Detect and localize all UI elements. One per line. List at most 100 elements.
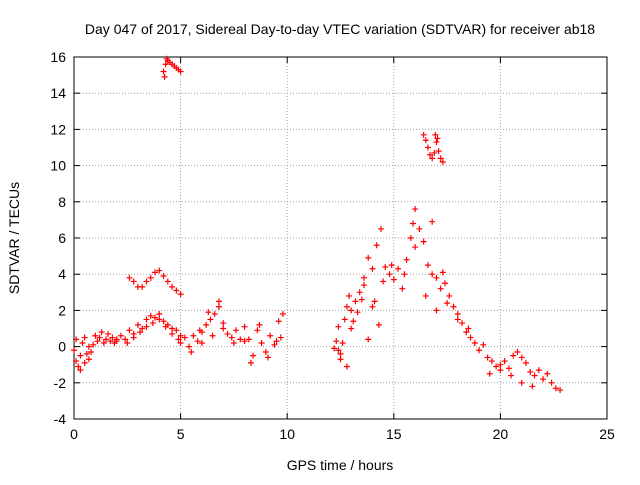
data-point [369, 265, 376, 272]
data-point [557, 387, 564, 394]
data-point [437, 155, 444, 162]
data-point [73, 336, 80, 343]
data-point [198, 339, 205, 346]
data-point [350, 318, 357, 325]
data-point [134, 321, 141, 328]
data-point [501, 358, 508, 365]
data-point [203, 321, 210, 328]
y-tick-label: 4 [58, 266, 66, 282]
y-tick-label: 8 [58, 194, 66, 210]
data-point [241, 338, 248, 345]
data-point [156, 316, 163, 323]
data-point [356, 289, 363, 296]
data-point [85, 356, 92, 363]
y-tick-label: 12 [50, 121, 66, 137]
data-point [113, 338, 120, 345]
data-point [424, 144, 431, 151]
data-point [241, 323, 248, 330]
data-point [339, 339, 346, 346]
data-point [341, 316, 348, 323]
data-point [373, 242, 380, 249]
data-point [444, 300, 451, 307]
data-point [88, 349, 95, 356]
y-tick-label: -2 [54, 375, 67, 391]
data-point [497, 367, 504, 374]
data-point [162, 323, 169, 330]
data-point [459, 320, 466, 327]
series-top-4-5h [160, 55, 184, 80]
data-point [548, 379, 555, 386]
data-points [71, 55, 564, 394]
data-point [188, 349, 195, 356]
data-point [94, 338, 101, 345]
data-point [375, 321, 382, 328]
data-point [369, 303, 376, 310]
data-point [454, 316, 461, 323]
series-top-16-17.3h [420, 131, 446, 165]
data-point [407, 235, 414, 241]
data-point [96, 334, 103, 341]
data-point [352, 298, 359, 305]
data-point [83, 350, 90, 357]
data-point [510, 352, 517, 359]
x-axis-label: GPS time / hours [287, 457, 394, 473]
data-point [105, 330, 112, 337]
data-point [399, 285, 406, 292]
data-point [258, 339, 265, 346]
data-point [531, 372, 538, 379]
series-cluster-8-10h [245, 311, 286, 366]
data-point [233, 327, 240, 334]
data-point [505, 365, 512, 372]
data-point [130, 278, 137, 285]
data-point [484, 354, 491, 361]
data-point [529, 383, 536, 390]
data-point [156, 311, 163, 318]
data-point [433, 139, 440, 146]
series-cluster-12-13.6h [331, 282, 367, 370]
data-point [497, 361, 504, 368]
data-point [427, 151, 434, 158]
data-point [220, 320, 227, 327]
data-point [173, 327, 180, 334]
data-point [514, 349, 521, 356]
data-point [161, 73, 168, 80]
data-point [92, 332, 99, 339]
data-point [441, 280, 448, 287]
data-point [137, 329, 144, 336]
data-point [488, 358, 495, 365]
data-point [467, 334, 474, 341]
data-point [433, 274, 440, 281]
data-point [420, 131, 427, 138]
data-point [401, 271, 408, 278]
data-point [205, 309, 212, 316]
data-point [100, 339, 107, 346]
data-point [177, 291, 184, 298]
data-point [262, 349, 269, 356]
data-point [360, 274, 367, 281]
data-point [439, 158, 446, 165]
data-point [175, 336, 182, 343]
data-point [224, 330, 231, 337]
data-point [388, 262, 395, 269]
data-point [522, 359, 529, 366]
data-point [277, 334, 284, 341]
x-tick-label: 10 [279, 426, 295, 442]
x-tick-label: 20 [493, 426, 509, 442]
data-point [273, 338, 280, 345]
data-point [422, 292, 429, 299]
data-point [162, 61, 169, 68]
data-point [77, 367, 84, 374]
data-point [196, 327, 203, 334]
data-point [81, 359, 88, 366]
data-point [81, 334, 88, 341]
y-tick-label: 10 [50, 158, 66, 174]
data-point [337, 356, 344, 363]
series-cluster-5-8h [177, 298, 248, 356]
data-point [160, 68, 167, 75]
data-point [143, 323, 150, 330]
data-point [552, 385, 559, 392]
data-point [476, 347, 483, 354]
y-tick-label: 14 [50, 85, 66, 101]
y-tick-label: -4 [54, 411, 67, 427]
